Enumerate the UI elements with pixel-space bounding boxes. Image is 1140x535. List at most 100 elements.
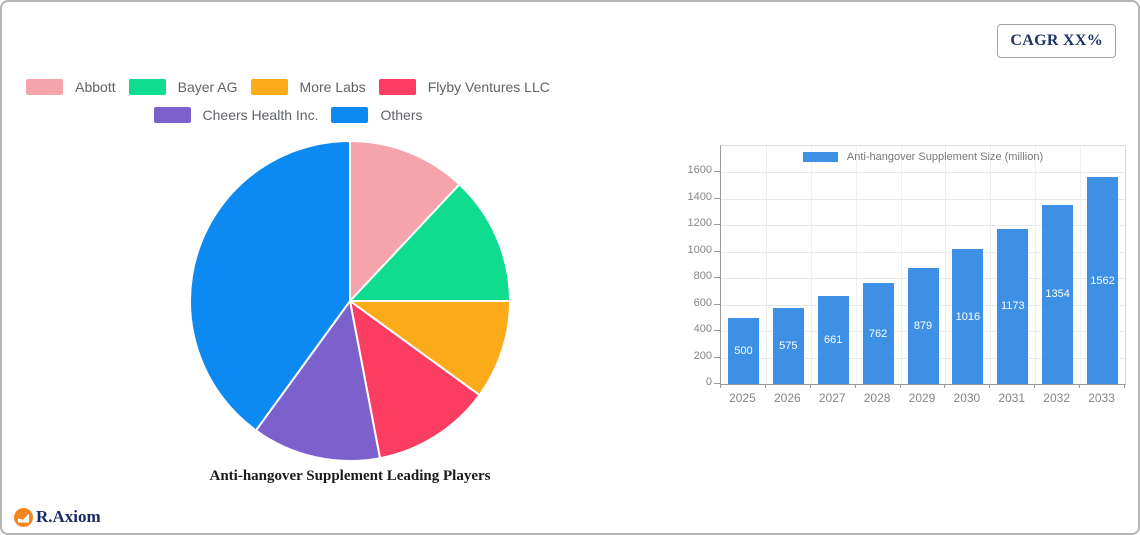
x-axis-tick-label: 2028 — [863, 391, 891, 405]
x-axis-tick — [854, 384, 856, 388]
pie-legend: Abbott Bayer AG More Labs Flyby Ventures LL… — [2, 79, 574, 123]
y-axis-tick-label: 1400 — [687, 190, 712, 203]
legend-swatch — [378, 79, 416, 95]
legend-label: More Labs — [299, 79, 366, 95]
bar-value-label: 879 — [913, 319, 933, 332]
legend-label: Bayer AG — [177, 79, 238, 95]
v-gridline — [945, 146, 947, 384]
x-axis-tick-label: 2031 — [998, 391, 1026, 405]
legend-item-bayer-ag: Bayer AG — [128, 79, 238, 95]
pie-slice-others — [189, 140, 351, 432]
legend-label: Abbott — [75, 79, 116, 95]
bar-value-label: 762 — [868, 327, 888, 340]
x-axis-tick-label: 2030 — [953, 391, 981, 405]
brand-chart-glyph — [18, 513, 29, 523]
v-gridline — [1035, 146, 1037, 384]
bar-2031: 1173 — [997, 228, 1029, 384]
y-axis-tick-label: 600 — [693, 296, 712, 309]
pie-slice-abbott — [349, 140, 461, 302]
x-axis-tick-label: 2027 — [818, 391, 846, 405]
x-axis-tick — [944, 384, 946, 388]
bar-plot-area: Anti-hangover Supplement Size (million) … — [720, 145, 1126, 385]
brand-logo: R.Axiom — [14, 507, 101, 527]
x-axis-tick — [764, 384, 766, 388]
v-gridline — [900, 146, 902, 384]
bar-value-label: 1173 — [1000, 300, 1025, 313]
y-axis-tick — [714, 224, 720, 225]
h-gridline — [721, 198, 1125, 200]
y-axis-tick-label: 1200 — [687, 217, 712, 229]
cagr-label: CAGR XX% — [1010, 32, 1103, 49]
bar-legend-label: Anti-hangover Supplement Size (million) — [846, 151, 1044, 163]
y-axis-tick-label: 1000 — [687, 243, 712, 256]
x-axis-tick-label: 2026 — [773, 391, 801, 405]
h-gridline — [721, 251, 1125, 253]
bar-value-label: 500 — [734, 344, 753, 357]
x-axis-tick — [1034, 384, 1036, 388]
y-axis-tick — [714, 171, 720, 172]
v-gridline — [810, 146, 812, 384]
x-axis-tick — [809, 384, 811, 388]
bar-2033: 1562 — [1087, 177, 1119, 384]
brand-name: R.Axiom — [36, 507, 101, 526]
legend-label: Cheers Health Inc. — [202, 107, 319, 123]
bar-2030: 1016 — [952, 249, 984, 384]
pie-chart — [180, 131, 520, 471]
pie-legend-row: Cheers Health Inc. Others — [153, 107, 422, 123]
bar-legend-swatch — [802, 152, 838, 162]
v-gridline — [1080, 146, 1082, 384]
bar-legend: Anti-hangover Supplement Size (million) — [721, 151, 1125, 163]
legend-item-abbott: Abbott — [26, 79, 116, 95]
x-axis-tick — [1079, 384, 1081, 388]
legend-swatch — [128, 79, 166, 95]
x-axis-tick-label: 2032 — [1043, 391, 1070, 405]
bar-value-label: 1562 — [1090, 274, 1115, 287]
legend-item-more-labs: More Labs — [250, 79, 366, 95]
x-axis-tick — [989, 384, 991, 388]
cagr-badge: CAGR XX% — [997, 24, 1116, 58]
bar-chart: Anti-hangover Supplement Size (million) … — [662, 145, 1138, 415]
v-gridline — [855, 146, 857, 384]
x-axis-tick — [1124, 384, 1125, 388]
h-gridline — [721, 225, 1125, 226]
bar-value-label: 661 — [824, 334, 843, 347]
y-axis-tick — [714, 356, 720, 358]
pie-slice-more-labs — [349, 300, 511, 397]
x-axis-tick-label: 2033 — [1088, 391, 1115, 405]
y-axis-tick-label: 1600 — [687, 164, 712, 176]
legend-swatch — [153, 107, 191, 123]
pie-slice-flyby-ventures-llc — [349, 300, 481, 460]
y-axis-tick — [714, 303, 720, 305]
legend-label: Flyby Ventures LLC — [427, 79, 550, 95]
bar-value-label: 1016 — [955, 310, 981, 323]
bar-value-label: 575 — [779, 339, 798, 352]
v-gridline — [990, 146, 992, 384]
x-axis-tick-label: 2025 — [729, 391, 756, 405]
bar-2027: 661 — [817, 296, 849, 384]
pie-slice-bayer-ag — [349, 183, 511, 302]
pie-legend-row: Abbott Bayer AG More Labs Flyby Ventures LL… — [26, 79, 550, 95]
y-axis-tick — [714, 383, 720, 384]
legend-item-cheers-health-inc-: Cheers Health Inc. — [153, 107, 319, 123]
legend-item-others: Others — [331, 107, 422, 123]
bar-2028: 762 — [862, 283, 894, 384]
y-axis-tick-label: 0 — [705, 376, 712, 388]
h-gridline — [721, 172, 1125, 173]
legend-swatch — [331, 107, 369, 123]
bar-value-label: 1354 — [1045, 288, 1070, 301]
brand-chart-icon — [14, 507, 33, 527]
v-gridline — [765, 146, 767, 384]
y-axis-tick — [714, 250, 720, 252]
bar-2029: 879 — [907, 267, 939, 384]
y-axis-tick — [714, 330, 720, 331]
bar-2025: 500 — [727, 317, 759, 384]
y-axis-tick-label: 400 — [693, 323, 712, 335]
y-axis-tick-label: 200 — [693, 349, 712, 362]
legend-item-flyby-ventures-llc: Flyby Ventures LLC — [378, 79, 550, 95]
x-axis-tick — [899, 384, 901, 388]
y-axis-tick — [714, 277, 720, 278]
pie-chart-title: Anti-hangover Supplement Leading Players — [209, 468, 491, 484]
legend-swatch — [26, 79, 64, 95]
bar-2026: 575 — [772, 307, 804, 384]
